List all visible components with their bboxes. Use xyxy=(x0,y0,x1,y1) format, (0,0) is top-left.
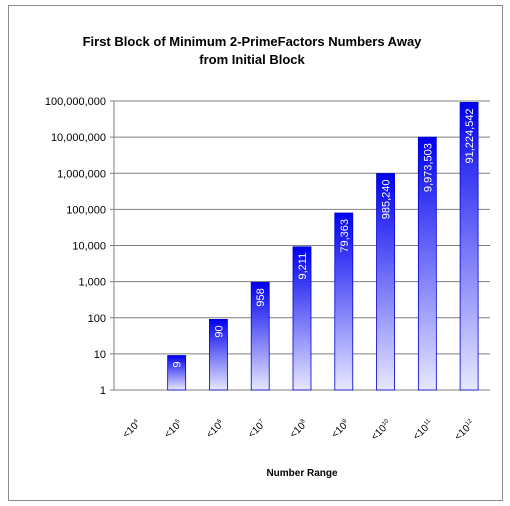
x-tick-label: <1011 xyxy=(411,418,436,443)
bar-value-label: 79,363 xyxy=(339,219,351,253)
bar-value-label: 9,973,503 xyxy=(422,143,434,192)
y-tick-label: 100 xyxy=(88,313,106,325)
x-tick-label: <106 xyxy=(204,418,227,441)
bar xyxy=(334,212,354,391)
x-tick-label: <1010 xyxy=(369,418,394,443)
bar-value-label: 9 xyxy=(172,362,184,368)
y-tick-label: 1 xyxy=(100,385,106,397)
x-axis-ticks: <104 <105 <106 <107 <108 <109 <1010 <1011 <1012 xyxy=(121,418,478,443)
bar xyxy=(292,246,312,391)
x-tick-label: <1012 xyxy=(453,418,478,443)
y-tick-label: 100,000 xyxy=(66,204,106,216)
bar-value-label: 985,240 xyxy=(381,179,393,219)
bar-value-label: 90 xyxy=(213,325,225,337)
bar-value-label: 9,211 xyxy=(297,253,309,280)
x-tick-label: <104 xyxy=(121,418,144,441)
y-tick-label: 1,000,000 xyxy=(57,168,106,180)
bars: 9 90 958 9,211 79,363 985,240 9,973,503 91,224,… xyxy=(167,102,479,391)
bar xyxy=(376,173,395,391)
bar xyxy=(459,102,479,391)
bar-value-label: 958 xyxy=(255,288,267,306)
x-tick-label: <105 xyxy=(163,418,186,441)
bar xyxy=(417,136,437,391)
y-axis-ticks: 1 10 100 1,000 10,000 100,000 1,000,000 10,000,… xyxy=(45,96,114,397)
x-axis-title: Number Range xyxy=(266,468,338,479)
y-tick-label: 100,000,000 xyxy=(45,96,106,108)
y-tick-label: 1,000 xyxy=(78,277,106,289)
chart-title-line-1: First Block of Minimum 2-PrimeFactors Nu… xyxy=(83,34,423,49)
y-tick-label: 10,000,000 xyxy=(51,132,106,144)
bar-value-label: 91,224,542 xyxy=(464,108,476,163)
y-tick-label: 10,000 xyxy=(72,241,106,253)
bar xyxy=(250,281,270,391)
x-tick-label: <107 xyxy=(246,418,269,441)
y-tick-label: 10 xyxy=(94,349,106,361)
x-tick-label: <109 xyxy=(330,418,353,441)
chart-title-line-2: from Initial Block xyxy=(199,52,305,67)
bar xyxy=(209,319,228,391)
bar xyxy=(167,355,187,391)
x-tick-label: <108 xyxy=(288,418,311,441)
